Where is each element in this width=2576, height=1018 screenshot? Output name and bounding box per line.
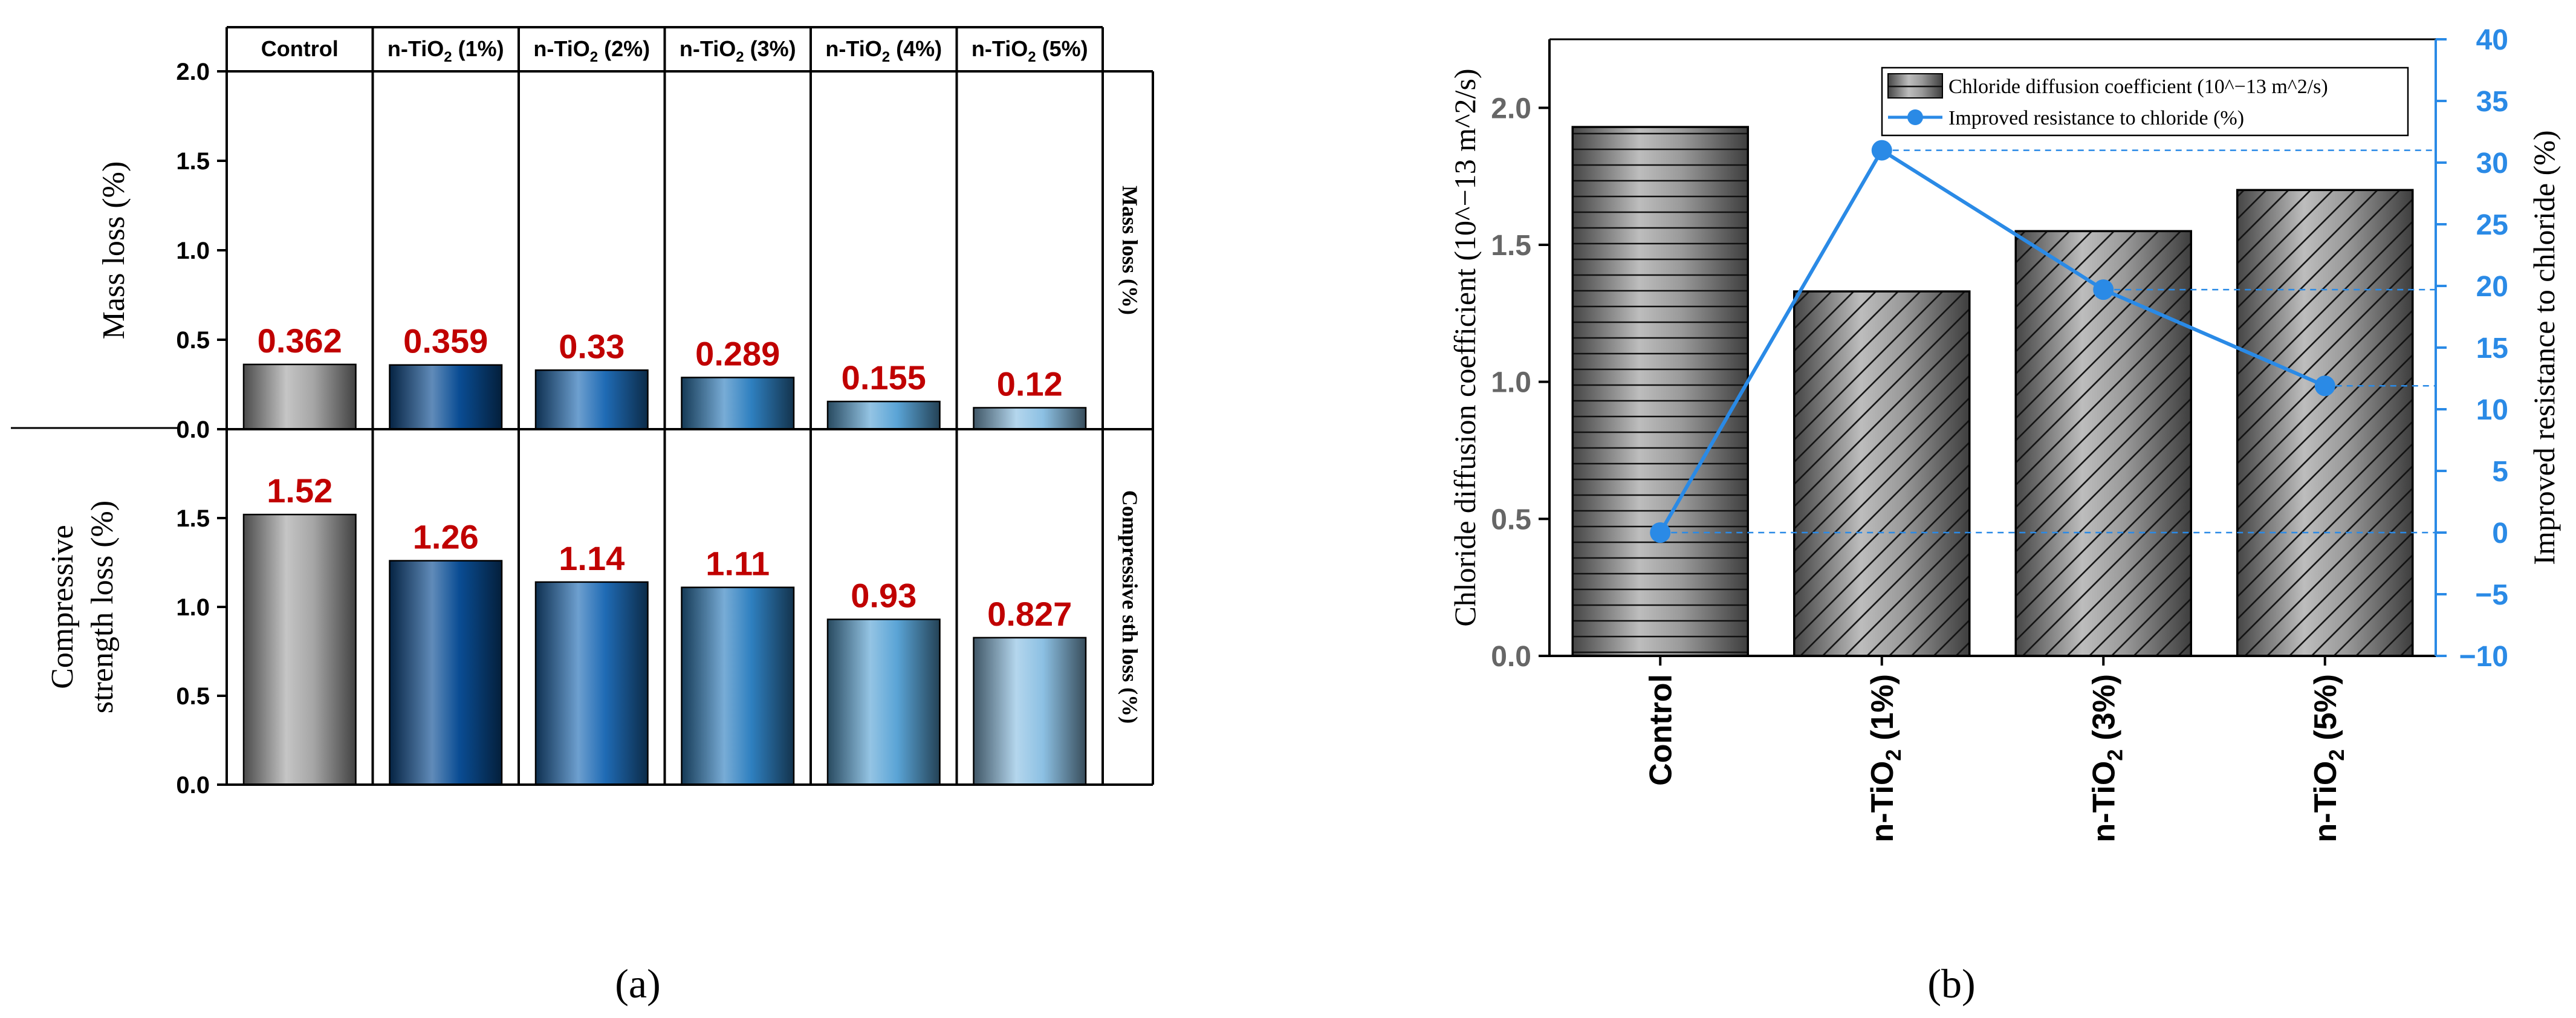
value-label: 1.11 bbox=[706, 545, 770, 583]
y2-tick-label: 35 bbox=[2476, 86, 2508, 118]
y-tick-label: 1.0 bbox=[176, 238, 210, 264]
bar bbox=[973, 637, 1087, 786]
y-tick-label: 0.5 bbox=[1491, 504, 1531, 536]
side-label: Mass loss (%) bbox=[1118, 186, 1142, 315]
caption-b: (b) bbox=[1927, 961, 1975, 1007]
y-tick-label: 1.5 bbox=[176, 148, 210, 175]
y2-tick-label: 15 bbox=[2476, 332, 2508, 365]
value-label: 0.362 bbox=[258, 322, 342, 360]
bar bbox=[534, 369, 649, 430]
value-label: 0.359 bbox=[403, 322, 488, 360]
y-tick-label: 2.0 bbox=[1491, 92, 1531, 125]
y-axis-label: Mass loss (%) bbox=[97, 161, 131, 340]
legend-box bbox=[1881, 66, 2409, 137]
y-tick-label: 1.5 bbox=[1491, 230, 1531, 262]
y2-axis-label: Improved resistance to chloride (%) bbox=[2527, 130, 2561, 565]
column-header-label: n-TiO2 (5%) bbox=[972, 36, 1088, 65]
y2-tick-label: −5 bbox=[2475, 579, 2508, 611]
frame-a bbox=[225, 26, 1154, 786]
y-axis-label: Chloride diffusion coefficient (10^−13 m… bbox=[1448, 68, 1482, 626]
bar-hatch bbox=[2236, 189, 2414, 657]
bar-hatch bbox=[1571, 126, 1749, 657]
value-label: 0.93 bbox=[851, 577, 917, 615]
line-point bbox=[1650, 522, 1671, 543]
y2-tick-label: 10 bbox=[2476, 394, 2508, 426]
x-tick-label: n-TiO2 (3%) bbox=[2086, 674, 2127, 843]
bar bbox=[681, 377, 795, 430]
y2-tick-label: 20 bbox=[2476, 271, 2508, 303]
bar-hatch bbox=[2014, 230, 2192, 657]
y2-tick-label: 25 bbox=[2476, 209, 2508, 241]
caption-a: (a) bbox=[615, 961, 660, 1007]
y-tick-label: 0.5 bbox=[176, 683, 210, 710]
y2-tick-label: −10 bbox=[2459, 641, 2508, 673]
bar-group bbox=[1793, 290, 1971, 657]
y2-tick-label: 40 bbox=[2476, 24, 2508, 56]
value-label: 0.155 bbox=[842, 358, 926, 397]
bar bbox=[242, 363, 357, 430]
y-axis-label: Compressive bbox=[45, 525, 80, 689]
bar-group bbox=[2236, 189, 2414, 657]
panel-b: 0.0 0.5 1.0 1.5 2.0 −10 −5 0 5 10 15 20 25 30 35 40 Chlo… bbox=[1448, 24, 2561, 1007]
bar bbox=[389, 364, 503, 430]
y-tick-label: 0.5 bbox=[176, 327, 210, 354]
y-tick-label: 0.0 bbox=[176, 417, 210, 443]
bar bbox=[681, 586, 795, 786]
legend-label: Chloride diffusion coefficient (10^−13 m… bbox=[1948, 76, 2328, 98]
panel-a: Control n-TiO2 (1%) n-TiO2 (2%) n-TiO2 (3%)… bbox=[11, 26, 1154, 1007]
axes-b: 0.0 0.5 1.0 1.5 2.0 −10 −5 0 5 10 15 20 25 30 35 40 Chlo… bbox=[1448, 24, 2561, 843]
y2-tick-label: 5 bbox=[2492, 456, 2508, 488]
legend-marker bbox=[1907, 109, 1923, 125]
column-header-label: Control bbox=[261, 36, 339, 61]
line-point bbox=[1871, 140, 1892, 161]
bar bbox=[534, 581, 649, 786]
value-label: 0.33 bbox=[559, 327, 625, 365]
column-header-label: n-TiO2 (4%) bbox=[825, 36, 942, 65]
y-tick-label: 1.0 bbox=[1491, 367, 1531, 399]
y-tick-label: 0.0 bbox=[176, 772, 210, 799]
bar-group bbox=[2014, 230, 2192, 657]
bar bbox=[826, 400, 941, 430]
subplot-mass-loss: 0.0 0.5 1.0 1.5 2.0 0.362 0.359 0.33 0.289 0.155 0… bbox=[97, 59, 1142, 443]
y-tick-label: 2.0 bbox=[176, 59, 210, 85]
y2-tick-label: 30 bbox=[2476, 148, 2508, 180]
bar bbox=[389, 560, 503, 786]
resistance-line bbox=[1658, 148, 2326, 534]
column-header-label: n-TiO2 (2%) bbox=[533, 36, 650, 65]
column-header-label: n-TiO2 (3%) bbox=[680, 36, 796, 65]
bar-group bbox=[1571, 126, 1749, 657]
x-tick-label: Control bbox=[1643, 674, 1678, 786]
y-tick-label: 0.0 bbox=[1491, 641, 1531, 673]
value-label: 0.289 bbox=[695, 334, 780, 372]
y-axis-label: strength loss (%) bbox=[85, 501, 120, 713]
value-label: 0.12 bbox=[997, 365, 1063, 403]
x-tick-label: n-TiO2 (1%) bbox=[1865, 674, 1906, 843]
side-label: Compressive sth loss (%) bbox=[1118, 490, 1142, 724]
subplot-compressive-strength-loss: 0.0 0.5 1.0 1.5 1.52 1.26 1.14 1.11 0.93 0.827 Com… bbox=[45, 472, 1142, 799]
y2-tick-label: 0 bbox=[2492, 517, 2508, 550]
value-label: 0.827 bbox=[987, 595, 1072, 633]
column-header-label: n-TiO2 (1%) bbox=[388, 36, 504, 65]
x-tick-label: n-TiO2 (5%) bbox=[2308, 674, 2349, 843]
line-point bbox=[2093, 279, 2114, 300]
legend-label: Improved resistance to chloride (%) bbox=[1948, 107, 2244, 129]
value-label: 1.52 bbox=[267, 472, 333, 510]
legend-bar-swatch-hatch bbox=[1887, 73, 1943, 99]
bar bbox=[973, 407, 1087, 430]
line-point bbox=[2314, 375, 2335, 397]
bar-hatch bbox=[1793, 290, 1971, 657]
bar bbox=[826, 618, 941, 786]
value-label: 1.14 bbox=[559, 539, 625, 577]
header-row: Control n-TiO2 (1%) n-TiO2 (2%) n-TiO2 (3%)… bbox=[261, 36, 1088, 65]
value-label: 1.26 bbox=[413, 518, 479, 556]
y-tick-label: 1.0 bbox=[176, 594, 210, 621]
bar bbox=[242, 513, 357, 786]
y-tick-label: 1.5 bbox=[176, 505, 210, 532]
legend: Chloride diffusion coefficient (10^−13 m… bbox=[1881, 66, 2409, 137]
